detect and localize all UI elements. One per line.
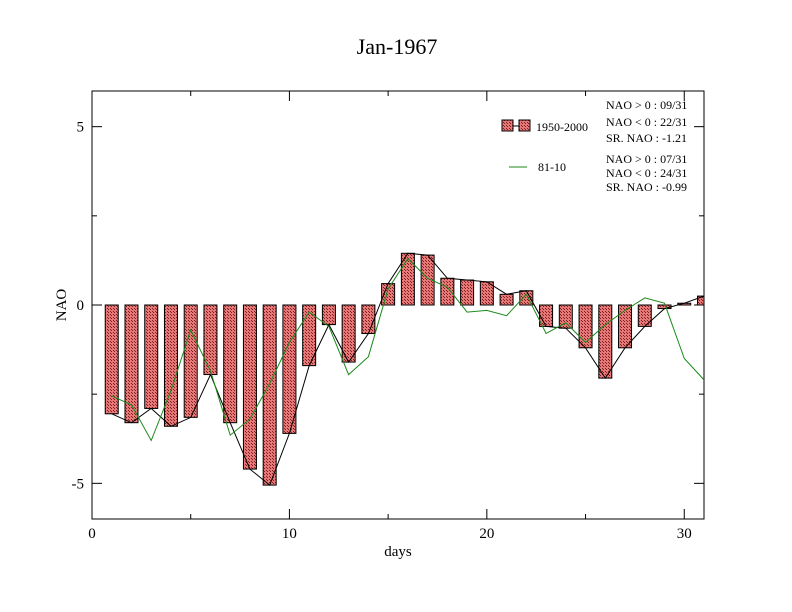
stats-81-10-sr: SR. NAO : -0.99 bbox=[606, 180, 687, 194]
ticks-layer: 0 10 20 30 -5 0 5 bbox=[72, 91, 704, 542]
bar-day-23 bbox=[539, 304, 554, 327]
stats-1950-2000-pos: NAO > 0 : 09/31 bbox=[606, 98, 687, 112]
legend-label-81-10: 81-10 bbox=[538, 160, 566, 174]
y-tick-label-5: 5 bbox=[77, 120, 85, 136]
legend: 1950-2000 81-10 NAO > 0 : 09/31 NAO < 0 … bbox=[501, 98, 687, 194]
y-tick-label-0: 0 bbox=[77, 298, 85, 314]
bar-day-9 bbox=[262, 304, 277, 486]
x-tick-label-30: 30 bbox=[677, 526, 692, 542]
bar-day-6 bbox=[203, 304, 218, 376]
bar-day-29 bbox=[657, 304, 672, 310]
bar-day-18 bbox=[440, 277, 455, 306]
bar-day-28 bbox=[637, 304, 652, 327]
x-tick-label-0: 0 bbox=[88, 526, 96, 542]
stats-81-10-neg: NAO < 0 : 24/31 bbox=[606, 166, 687, 180]
legend-bar-swatch-2 bbox=[518, 119, 531, 132]
bar-day-27 bbox=[618, 304, 633, 349]
stats-81-10-pos: NAO > 0 : 07/31 bbox=[606, 152, 687, 166]
x-axis-label: days bbox=[384, 544, 412, 560]
legend-bar-swatch-1 bbox=[501, 119, 514, 132]
bar-day-12 bbox=[321, 304, 336, 326]
stats-1950-2000-neg: NAO < 0 : 22/31 bbox=[606, 115, 687, 129]
x-tick-label-20: 20 bbox=[479, 526, 494, 542]
bar-day-3 bbox=[144, 304, 159, 409]
bar-connector-line bbox=[111, 252, 705, 486]
y-tick-label--5: -5 bbox=[72, 476, 85, 492]
stats-1950-2000-sr: SR. NAO : -1.21 bbox=[606, 131, 687, 145]
chart-title: Jan-1967 bbox=[357, 34, 438, 59]
x-tick-label-10: 10 bbox=[282, 526, 297, 542]
lines-layer bbox=[111, 252, 705, 486]
bar-day-25 bbox=[578, 304, 593, 349]
bar-day-14 bbox=[361, 304, 376, 335]
bar-day-10 bbox=[282, 304, 297, 434]
bar-day-7 bbox=[223, 304, 238, 424]
bars-layer bbox=[104, 252, 705, 486]
bar-day-26 bbox=[598, 304, 613, 379]
legend-label-1950-2000: 1950-2000 bbox=[536, 120, 588, 134]
bar-day-4 bbox=[163, 304, 178, 427]
bar-day-19 bbox=[460, 279, 475, 306]
bar-day-20 bbox=[479, 281, 494, 306]
series-line-81-10 bbox=[111, 257, 705, 442]
bar-day-5 bbox=[183, 304, 198, 418]
bar-day-8 bbox=[242, 304, 257, 470]
y-axis-label: NAO bbox=[54, 289, 70, 322]
bar-day-21 bbox=[499, 293, 514, 306]
